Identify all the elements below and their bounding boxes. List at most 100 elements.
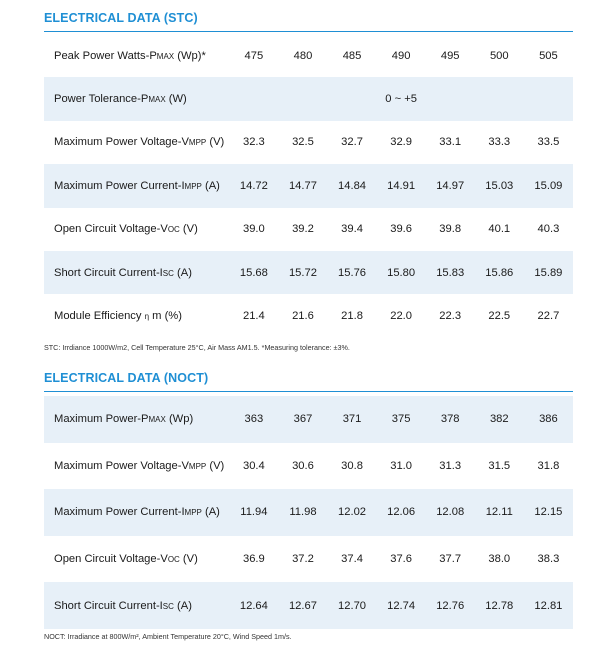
table-row: Maximum Power Current-IMPP (A) 11.94 11.98… bbox=[44, 489, 573, 536]
row-label-text: Short Circuit Current-I bbox=[54, 266, 163, 279]
row-label: Maximum Power Voltage-VMPP (V) bbox=[44, 443, 229, 490]
row-label-unit: (A) bbox=[201, 179, 220, 192]
row-label-unit: (V) bbox=[179, 223, 198, 236]
table-cell: 12.64 bbox=[229, 582, 279, 629]
row-label-text: Maximum Power Current-I bbox=[54, 179, 185, 192]
table-cell: 12.74 bbox=[376, 582, 426, 629]
table-cell: 32.5 bbox=[292, 136, 314, 149]
table-cell: 378 bbox=[425, 396, 475, 443]
row-label-subscript: η bbox=[144, 312, 150, 322]
row-label: Open Circuit Voltage-VOC (V) bbox=[44, 536, 229, 583]
table-row: Maximum Power Voltage-VMPP (V) 32.3 32.5 32… bbox=[44, 121, 573, 164]
table-cell: 33.3 bbox=[488, 136, 511, 149]
row-label: Maximum Power Current-IMPP (A) bbox=[44, 164, 230, 208]
table-cell: 38.3 bbox=[537, 553, 560, 566]
row-label-text: Module Efficiency bbox=[54, 310, 145, 323]
row-label-unit: (A) bbox=[173, 266, 192, 279]
table-row: Maximum Power-PMAX (Wp) 363 367 371 375 378 38… bbox=[44, 396, 573, 443]
row-label-text: Open Circuit Voltage-V bbox=[54, 553, 168, 566]
table-row: Open Circuit Voltage-VOC (V) 36.9 37.2 37.4… bbox=[44, 536, 573, 583]
table-cell: 367 bbox=[278, 396, 328, 443]
row-label-text: Maximum Power Voltage-V bbox=[54, 459, 189, 472]
table-cell-span: 0 ~ +5 bbox=[229, 77, 573, 121]
table-row: Maximum Power Current-IMPP (A) 14.72 14.77… bbox=[44, 164, 573, 208]
row-label-subscript: OC bbox=[167, 555, 180, 565]
table-row: Open Circuit Voltage-VOC (V) 39.0 39.2 39.4… bbox=[44, 208, 573, 251]
table-cell: 12.81 bbox=[523, 582, 573, 629]
stc-data-table: Peak Power Watts-PMAX (Wp)* 475 480 485 490 4… bbox=[44, 34, 573, 338]
row-label-subscript: SC bbox=[162, 268, 174, 278]
table-cell: 36.9 bbox=[242, 553, 265, 566]
row-label-unit: (V) bbox=[206, 136, 225, 149]
table-cell: 386 bbox=[523, 396, 573, 443]
row-label-subscript: MPP bbox=[188, 461, 207, 471]
row-label-text: Maximum Power Voltage-V bbox=[54, 136, 189, 149]
table-cell: 21.4 bbox=[242, 310, 265, 323]
table-cell: 32.3 bbox=[242, 136, 265, 149]
row-label-text: Peak Power Watts-P bbox=[54, 49, 157, 62]
table-cell: 30.6 bbox=[292, 459, 314, 472]
table-cell: 37.7 bbox=[439, 553, 462, 566]
table-cell: 495 bbox=[440, 49, 460, 62]
table-cell: 12.11 bbox=[474, 489, 524, 536]
table-row: Peak Power Watts-PMAX (Wp)* 475 480 485 490 4… bbox=[44, 34, 573, 77]
noct-data-table: Maximum Power-PMAX (Wp) 363 367 371 375 378 38… bbox=[44, 396, 573, 629]
table-cell: 22.0 bbox=[390, 310, 412, 323]
noct-footnote: NOCT: Irradiance at 800W/m², Ambient Tem… bbox=[44, 632, 292, 641]
table-cell: 14.97 bbox=[425, 164, 475, 208]
table-cell: 37.6 bbox=[390, 553, 412, 566]
table-cell: 15.76 bbox=[327, 250, 377, 295]
table-cell: 31.5 bbox=[488, 459, 511, 472]
table-cell: 12.06 bbox=[376, 489, 426, 536]
table-cell: 39.8 bbox=[439, 223, 462, 236]
row-label: Short Circuit Current-ISC (A) bbox=[44, 582, 230, 629]
table-cell: 31.8 bbox=[537, 459, 560, 472]
table-cell: 30.8 bbox=[341, 459, 363, 472]
table-cell: 15.09 bbox=[523, 164, 573, 208]
table-cell: 33.5 bbox=[537, 136, 560, 149]
table-cell: 15.80 bbox=[376, 250, 426, 295]
row-label: Maximum Power Current-IMPP (A) bbox=[44, 489, 230, 536]
table-cell: 21.6 bbox=[292, 310, 314, 323]
row-label-unit: m (%) bbox=[149, 310, 182, 323]
table-row: Short Circuit Current-ISC (A) 15.68 15.72 1… bbox=[44, 250, 573, 295]
table-cell: 15.89 bbox=[523, 250, 573, 295]
row-label: Maximum Power Voltage-VMPP (V) bbox=[44, 121, 229, 164]
table-cell: 37.2 bbox=[292, 553, 314, 566]
table-cell: 14.84 bbox=[327, 164, 377, 208]
noct-section-title: ELECTRICAL DATA (NOCT) bbox=[44, 371, 209, 385]
row-label-subscript: MAX bbox=[156, 51, 175, 61]
row-label-unit: (V) bbox=[179, 553, 198, 566]
table-cell: 22.7 bbox=[537, 310, 560, 323]
table-cell: 11.98 bbox=[278, 489, 328, 536]
row-label-text: Open Circuit Voltage-V bbox=[54, 223, 168, 236]
table-cell: 22.5 bbox=[488, 310, 511, 323]
row-label-unit: (V) bbox=[206, 459, 225, 472]
table-cell: 39.2 bbox=[292, 223, 314, 236]
table-cell: 12.70 bbox=[327, 582, 377, 629]
table-row: Maximum Power Voltage-VMPP (V) 30.4 30.6 30… bbox=[44, 443, 573, 490]
table-cell: 14.72 bbox=[229, 164, 279, 208]
row-label-subscript: OC bbox=[167, 225, 180, 235]
table-cell: 21.8 bbox=[341, 310, 363, 323]
table-cell: 22.3 bbox=[439, 310, 462, 323]
stc-title-rule bbox=[44, 31, 573, 32]
row-label-text: Maximum Power-P bbox=[54, 413, 149, 426]
table-row: Module Efficiency η m (%) 21.4 21.6 21.8 22.… bbox=[44, 294, 573, 337]
table-cell: 371 bbox=[327, 396, 377, 443]
table-row: Power Tolerance-PMAX (W) 0 ~ +5 bbox=[44, 77, 573, 121]
row-label-unit: (A) bbox=[201, 506, 220, 519]
table-cell: 15.03 bbox=[474, 164, 524, 208]
table-cell: 12.76 bbox=[425, 582, 475, 629]
table-cell: 40.1 bbox=[488, 223, 511, 236]
row-label: Open Circuit Voltage-VOC (V) bbox=[44, 208, 229, 251]
row-label: Peak Power Watts-PMAX (Wp)* bbox=[44, 34, 229, 77]
table-cell: 363 bbox=[229, 396, 279, 443]
row-label-text: Maximum Power Current-I bbox=[54, 506, 185, 519]
table-cell: 485 bbox=[342, 49, 362, 62]
row-label: Module Efficiency η m (%) bbox=[44, 294, 229, 337]
table-cell: 33.1 bbox=[439, 136, 462, 149]
table-cell: 12.15 bbox=[523, 489, 573, 536]
row-label-subscript: MPP bbox=[184, 181, 202, 191]
table-cell: 14.91 bbox=[376, 164, 426, 208]
